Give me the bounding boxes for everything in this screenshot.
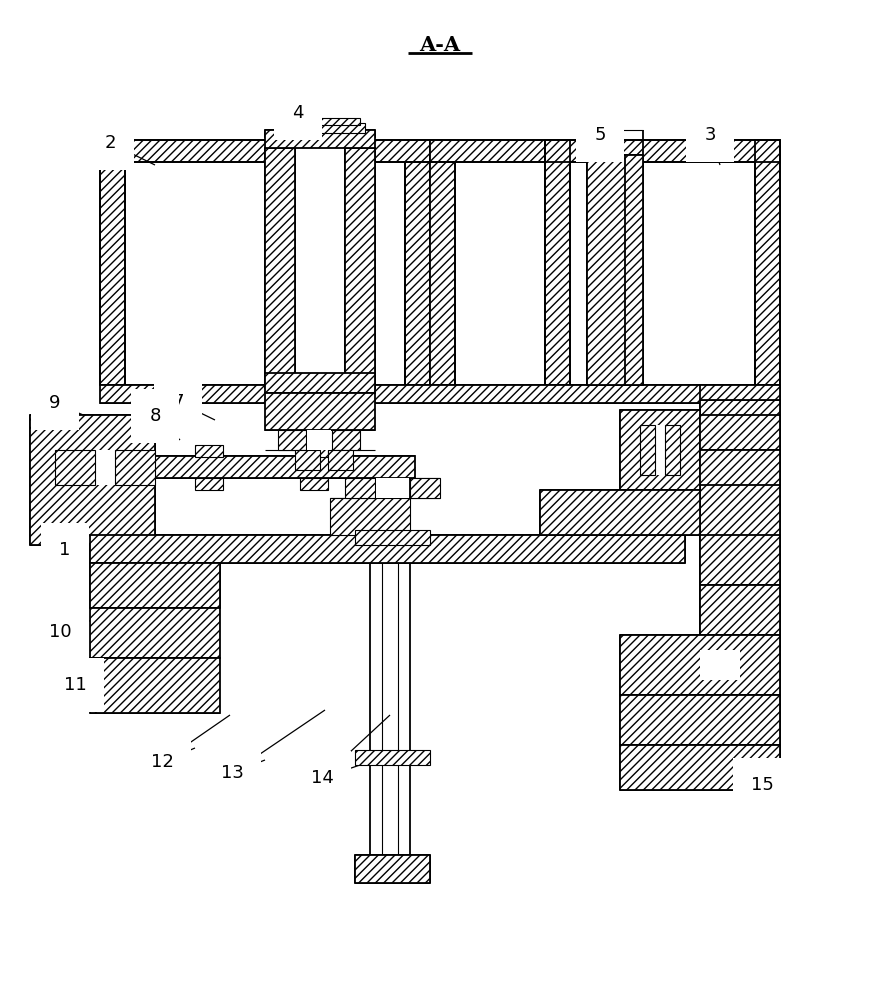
- Bar: [55, 450, 155, 485]
- Bar: [540, 490, 700, 535]
- Bar: [295, 450, 320, 470]
- Bar: [620, 695, 780, 745]
- Bar: [30, 415, 155, 545]
- Bar: [90, 658, 220, 713]
- Bar: [620, 635, 780, 695]
- Text: 1: 1: [59, 541, 70, 559]
- Bar: [90, 563, 220, 608]
- Bar: [620, 745, 780, 790]
- Bar: [265, 373, 375, 393]
- Bar: [355, 855, 430, 883]
- Bar: [625, 155, 643, 385]
- Text: 13: 13: [221, 764, 244, 782]
- Bar: [328, 450, 353, 470]
- Bar: [700, 400, 780, 650]
- Bar: [587, 130, 605, 155]
- Bar: [100, 140, 125, 385]
- Text: 5: 5: [594, 126, 605, 144]
- Bar: [300, 445, 328, 457]
- Bar: [100, 140, 430, 162]
- Bar: [545, 140, 570, 385]
- Bar: [155, 456, 415, 478]
- Bar: [265, 148, 295, 388]
- Bar: [430, 140, 545, 162]
- Text: 9: 9: [49, 394, 61, 412]
- Bar: [700, 535, 780, 585]
- Bar: [332, 430, 360, 450]
- Bar: [640, 425, 655, 475]
- Bar: [195, 445, 223, 457]
- Bar: [405, 140, 430, 385]
- Bar: [430, 140, 455, 385]
- Bar: [355, 750, 430, 765]
- Text: 12: 12: [150, 753, 173, 771]
- Text: 8: 8: [150, 407, 161, 425]
- Bar: [307, 430, 331, 450]
- Bar: [126, 162, 404, 385]
- Bar: [115, 450, 155, 485]
- Bar: [90, 608, 220, 658]
- Bar: [545, 140, 780, 162]
- Bar: [345, 148, 375, 388]
- Bar: [700, 415, 780, 450]
- Bar: [640, 425, 680, 475]
- Bar: [296, 148, 344, 373]
- Bar: [345, 478, 375, 498]
- Text: 3: 3: [704, 126, 715, 144]
- Bar: [665, 425, 680, 475]
- Bar: [265, 130, 375, 148]
- Bar: [280, 118, 360, 125]
- Bar: [700, 585, 780, 635]
- Text: 14: 14: [311, 769, 334, 787]
- Bar: [195, 478, 223, 490]
- Text: 4: 4: [292, 104, 304, 122]
- Bar: [721, 400, 759, 650]
- Text: 15: 15: [751, 776, 774, 794]
- Text: 10: 10: [48, 623, 71, 641]
- Bar: [275, 123, 365, 133]
- Bar: [300, 478, 328, 490]
- Bar: [265, 393, 375, 430]
- Bar: [456, 162, 544, 385]
- Bar: [700, 385, 780, 400]
- Bar: [700, 450, 780, 485]
- Bar: [571, 162, 754, 385]
- Text: 11: 11: [63, 676, 86, 694]
- Bar: [620, 410, 700, 490]
- Bar: [278, 430, 306, 450]
- Bar: [376, 478, 409, 498]
- Bar: [55, 450, 95, 485]
- Text: A-A: A-A: [420, 35, 460, 55]
- Bar: [410, 478, 440, 498]
- Bar: [330, 498, 410, 535]
- Bar: [755, 140, 780, 385]
- Bar: [355, 530, 430, 545]
- Bar: [90, 535, 685, 563]
- Bar: [100, 385, 780, 403]
- Bar: [700, 650, 740, 680]
- Text: 7: 7: [172, 393, 184, 411]
- Bar: [606, 155, 624, 385]
- Bar: [587, 155, 637, 385]
- Text: 2: 2: [104, 134, 116, 152]
